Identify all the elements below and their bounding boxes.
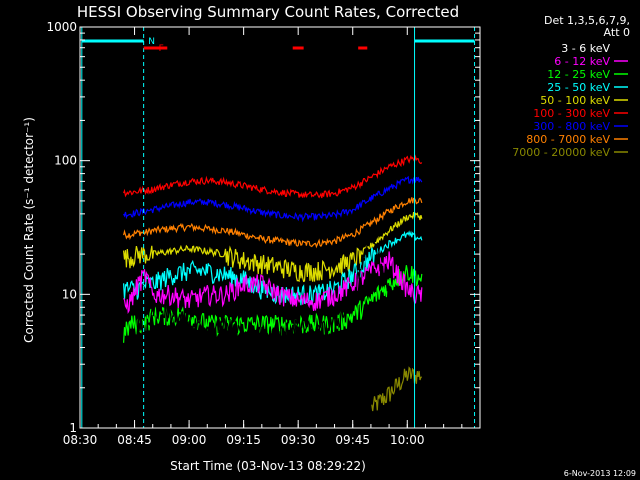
y-tick-label: 1: [69, 421, 77, 435]
legend-entry-label: 3 - 6 keV: [561, 42, 610, 55]
x-tick-label: 09:45: [335, 433, 370, 447]
series-line: [123, 154, 423, 199]
x-axis: 08:30 08:45 09:00 09:15 09:30 09:45 10:00: [63, 27, 481, 447]
series-line: [123, 197, 423, 249]
x-tick-label: 09:00: [172, 433, 207, 447]
series-line: [371, 366, 423, 412]
flag-label: F: [159, 44, 164, 54]
series-line: [123, 228, 423, 406]
flag-label: N: [148, 37, 155, 47]
flag-bar: [414, 39, 475, 43]
x-tick-label: 08:30: [63, 433, 98, 447]
y-tick-label: 100: [54, 154, 77, 168]
y-tick-label: 10: [62, 287, 77, 301]
legend-header: Att 0: [604, 26, 630, 39]
flag-bar: [292, 46, 304, 50]
chart-title: HESSI Observing Summary Count Rates, Cor…: [77, 3, 459, 21]
series-line: [123, 175, 423, 223]
series-line: [123, 230, 423, 306]
flag-bar: [143, 46, 168, 50]
x-tick-label: 09:30: [281, 433, 316, 447]
legend-entry-label: 6 - 12 keV: [554, 55, 610, 68]
x-tick-label: 10:00: [390, 433, 425, 447]
series-line: [123, 212, 423, 283]
y-axis: 1 10 100 1000: [46, 20, 480, 435]
y-axis-label: Corrected Count Rate (s⁻¹ detector⁻¹): [22, 117, 36, 343]
series-line: [123, 265, 423, 343]
legend-entry-label: 300 - 800 keV: [533, 120, 610, 133]
legend-entry-label: 7000 - 20000 keV: [512, 146, 610, 159]
legend-header: Det 1,3,5,6,7,9,: [544, 14, 630, 27]
x-tick-label: 09:15: [226, 433, 261, 447]
legend-entry-label: 50 - 100 keV: [540, 94, 610, 107]
x-tick-label: 08:45: [117, 433, 152, 447]
flag-bar: [358, 46, 368, 50]
plot-area: NF: [81, 27, 476, 428]
legend-entry-label: 12 - 25 keV: [547, 68, 610, 81]
footer-timestamp: 6-Nov-2013 12:09: [564, 469, 636, 478]
legend-entry-label: 25 - 50 keV: [547, 81, 610, 94]
legend-entry-label: 100 - 300 keV: [533, 107, 610, 120]
y-tick-label: 1000: [46, 20, 77, 34]
legend-entry-label: 800 - 7000 keV: [526, 133, 610, 146]
series-line: [123, 251, 423, 315]
flag-bar: [81, 39, 144, 43]
x-axis-label: Start Time (03-Nov-13 08:29:22): [170, 459, 366, 473]
